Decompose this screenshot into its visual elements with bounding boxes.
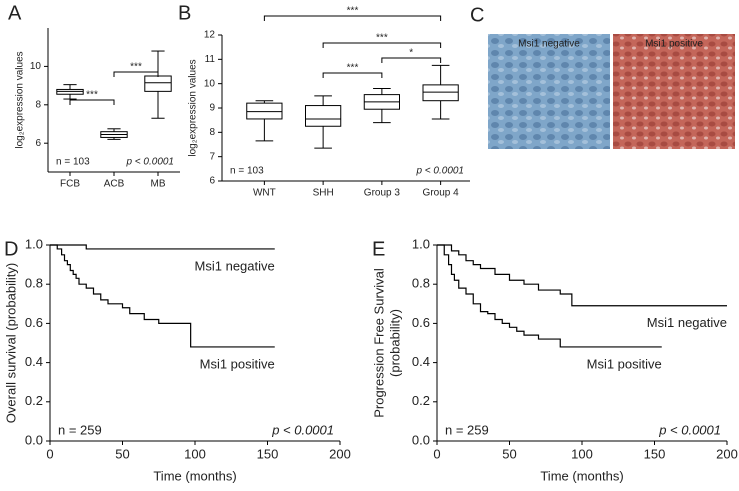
x-tick-label: 50 [115, 446, 129, 461]
y-tick-label: 6 [209, 176, 215, 187]
x-tick-label: 200 [329, 446, 351, 461]
y-tick-label: 0.6 [412, 315, 430, 330]
y-tick-label: 1.0 [25, 236, 43, 251]
y-tick-label: 10 [30, 61, 42, 72]
y-axis-label: log₂expression values [188, 59, 199, 156]
x-tick-label: WNT [253, 188, 276, 199]
y-tick-label: 0.8 [412, 276, 430, 291]
x-tick-label: FCB [60, 179, 80, 190]
significance-bracket [381, 57, 442, 63]
curve-label: Msi1 positive [587, 356, 662, 371]
curve-label: Msi1 negative [195, 258, 275, 273]
n-label: n = 259 [445, 422, 489, 437]
image-label: Msi1 positive [645, 39, 703, 50]
x-tick-label: Group 3 [364, 188, 401, 199]
curve-label: Msi1 positive [200, 356, 275, 371]
panel-label: E [372, 238, 385, 260]
y-axis-label: Progression Free Survival [371, 268, 386, 418]
x-tick-label: ACB [104, 179, 125, 190]
x-tick-label: 0 [46, 446, 53, 461]
y-axis-label: Overall survival (probability) [3, 263, 18, 423]
panel-label: B [178, 2, 191, 24]
image-label: Msi1 negative [518, 39, 580, 50]
y-tick-label: 0.8 [25, 276, 43, 291]
significance-bracket [69, 99, 115, 105]
n-label: n = 103 [56, 157, 90, 168]
significance-label: *** [130, 62, 142, 73]
survival-curve [50, 244, 275, 348]
y-tick-label: 0.0 [25, 432, 43, 447]
x-tick-label: Group 4 [423, 188, 460, 199]
box [422, 84, 459, 102]
curve-label: Msi1 negative [647, 315, 727, 330]
y-tick-label: 9 [209, 103, 215, 114]
significance-bracket [113, 71, 159, 77]
significance-label: *** [86, 90, 98, 101]
x-axis-label: Time (months) [153, 468, 236, 483]
significance-bracket [322, 72, 383, 78]
x-tick-label: 100 [571, 446, 593, 461]
box [144, 75, 172, 92]
n-label: n = 259 [58, 422, 102, 437]
survival-curve [50, 244, 275, 250]
y-tick-label: 0.2 [25, 393, 43, 408]
y-axis-label: log₂expression values [15, 51, 26, 148]
p-label: p < 0.0001 [271, 422, 334, 437]
y-tick-label: 12 [204, 30, 216, 41]
y-tick-label: 0.2 [412, 393, 430, 408]
x-axis-label: Time (months) [540, 468, 623, 483]
x-tick-label: MB [151, 179, 166, 190]
survival-curve [437, 244, 727, 307]
x-tick-label: 50 [502, 446, 516, 461]
p-label: p < 0.0001 [415, 166, 464, 177]
y-tick-label: 0.6 [25, 315, 43, 330]
significance-label: *** [347, 6, 359, 17]
y-tick-label: 11 [205, 54, 216, 65]
n-label: n = 103 [230, 166, 264, 177]
p-label: p < 0.0001 [125, 157, 174, 168]
y-tick-label: 10 [204, 78, 216, 89]
y-tick-label: 0.4 [25, 354, 43, 369]
y-tick-label: 7 [209, 151, 215, 162]
y-tick-label: 8 [35, 99, 41, 110]
p-label: p < 0.0001 [658, 422, 721, 437]
panel-label: D [4, 238, 18, 260]
significance-label: *** [376, 33, 388, 44]
y-tick-label: 0.0 [412, 432, 430, 447]
y-axis-label: (probability) [387, 309, 402, 377]
y-tick-label: 8 [209, 127, 215, 138]
box [305, 105, 342, 127]
box [246, 102, 283, 120]
significance-label: * [409, 48, 413, 59]
x-tick-label: SHH [313, 188, 334, 199]
survival-curve [437, 244, 662, 348]
significance-label: *** [347, 63, 359, 74]
y-tick-label: 0.4 [412, 354, 430, 369]
x-tick-label: 150 [644, 446, 666, 461]
histology-image [613, 34, 735, 149]
significance-bracket [263, 15, 442, 21]
panel-label: C [470, 4, 484, 26]
y-tick-label: 6 [35, 138, 41, 149]
x-tick-label: 200 [716, 446, 738, 461]
y-tick-label: 1.0 [412, 236, 430, 251]
significance-bracket [322, 42, 442, 48]
histology-image [488, 34, 610, 149]
panel-label: A [8, 2, 22, 24]
x-tick-label: 0 [433, 446, 440, 461]
x-tick-label: 100 [184, 446, 206, 461]
x-tick-label: 150 [257, 446, 279, 461]
